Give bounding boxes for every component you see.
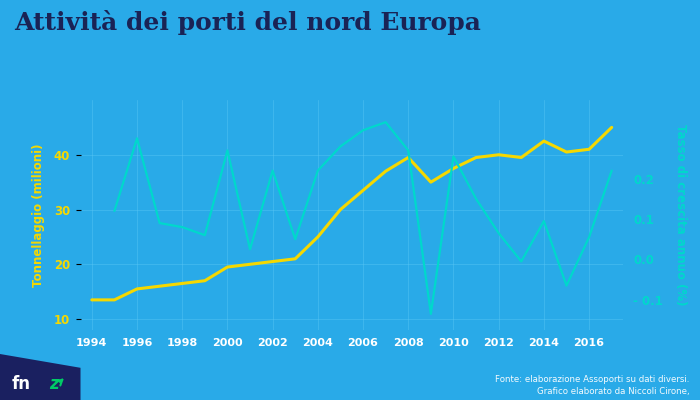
Y-axis label: Tonnellaggio (milioni): Tonnellaggio (milioni): [32, 143, 46, 287]
Text: Attività dei porti del nord Europa: Attività dei porti del nord Europa: [14, 10, 481, 35]
Y-axis label: Tasso di crescita annuo (%): Tasso di crescita annuo (%): [674, 124, 687, 306]
Text: Fonte: elaborazione Assoporti su dati diversi.
Grafico elaborato da Niccoli Ciro: Fonte: elaborazione Assoporti su dati di…: [495, 374, 690, 396]
Polygon shape: [0, 354, 80, 400]
Text: z: z: [49, 375, 59, 393]
Text: fn: fn: [12, 375, 31, 393]
